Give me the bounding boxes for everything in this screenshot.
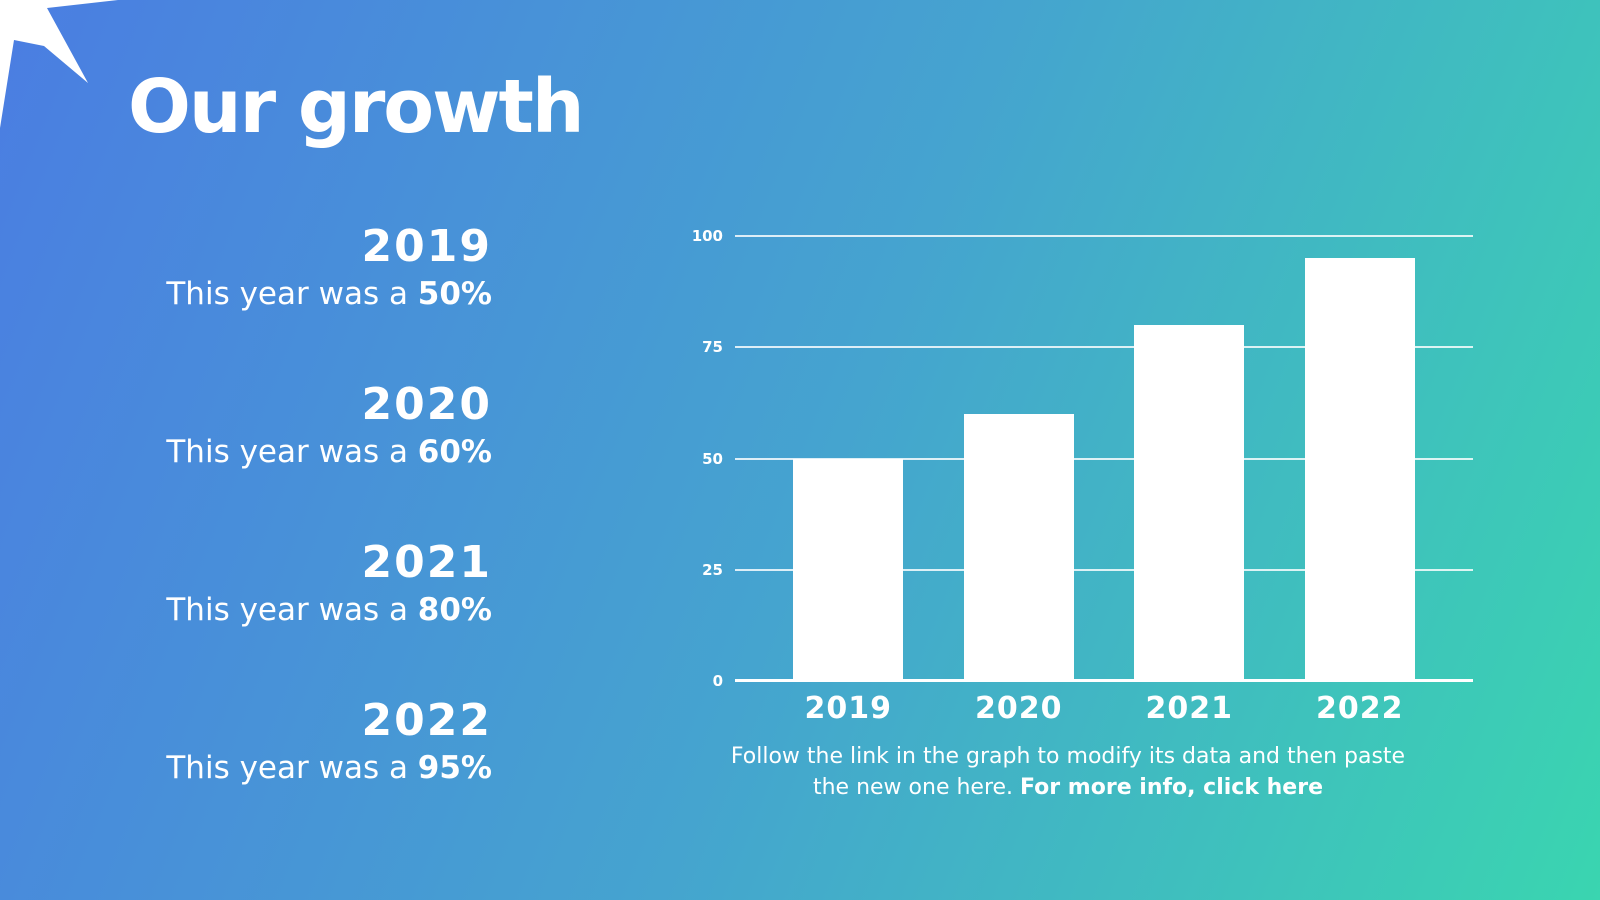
year-heading: 2019 bbox=[361, 221, 492, 272]
axis-baseline bbox=[735, 679, 1473, 682]
year-heading: 2020 bbox=[361, 379, 492, 430]
caption-link[interactable]: For more info, click here bbox=[1020, 775, 1323, 800]
y-axis-tick-label: 100 bbox=[691, 227, 723, 245]
chart-plot bbox=[735, 235, 1473, 682]
star-icon bbox=[0, 0, 118, 128]
year-value: 95% bbox=[417, 749, 492, 786]
bar-chart[interactable]: 0 25 50 75 100 2019 2020 2021 2022 Follow the l… bbox=[690, 220, 1480, 810]
year-description-text: This year was a bbox=[166, 275, 418, 312]
x-axis-tick-label: 2022 bbox=[1316, 691, 1404, 726]
year-value: 50% bbox=[417, 275, 492, 312]
year-heading: 2021 bbox=[361, 537, 492, 588]
bar-2021 bbox=[1134, 325, 1245, 681]
year-description-text: This year was a bbox=[166, 433, 418, 470]
x-axis-tick-label: 2021 bbox=[1145, 691, 1233, 726]
year-description: This year was a 80% bbox=[120, 591, 492, 630]
y-axis-labels: 0 25 50 75 100 bbox=[690, 227, 723, 690]
year-description: This year was a 95% bbox=[120, 749, 492, 788]
x-axis-labels: 2019 2020 2021 2022 bbox=[735, 691, 1473, 731]
gridline bbox=[735, 346, 1473, 349]
caption-line-2: the new one here. For more info, click h… bbox=[698, 772, 1438, 803]
page-title: Our growth bbox=[128, 64, 585, 150]
caption-line-1: Follow the link in the graph to modify i… bbox=[730, 744, 1406, 769]
gridline bbox=[735, 235, 1473, 237]
y-axis-tick-label: 75 bbox=[702, 338, 723, 357]
caption-text: the new one here. bbox=[812, 775, 1021, 800]
gridline bbox=[735, 457, 1473, 460]
x-axis-tick-label: 2019 bbox=[804, 691, 892, 726]
bar-2020 bbox=[963, 414, 1074, 681]
chart-caption: Follow the link in the graph to modify i… bbox=[698, 741, 1438, 803]
year-description-text: This year was a bbox=[166, 591, 418, 628]
bar-2019 bbox=[793, 458, 904, 681]
y-axis-tick-label: 25 bbox=[702, 560, 723, 579]
y-axis-tick-label: 50 bbox=[702, 449, 723, 468]
year-description-text: This year was a bbox=[166, 749, 418, 786]
y-axis-tick-label: 0 bbox=[712, 672, 723, 690]
year-heading: 2022 bbox=[361, 695, 492, 746]
growth-item-2022: 2022 This year was a 95% bbox=[120, 695, 492, 788]
growth-item-2019: 2019 This year was a 50% bbox=[120, 221, 492, 314]
year-description: This year was a 50% bbox=[120, 275, 492, 314]
gridline bbox=[735, 568, 1473, 571]
x-axis-tick-label: 2020 bbox=[975, 691, 1063, 726]
year-value: 60% bbox=[417, 433, 492, 470]
bar-2022 bbox=[1304, 258, 1415, 681]
year-description: This year was a 60% bbox=[120, 433, 492, 472]
year-value: 80% bbox=[417, 591, 492, 628]
growth-item-2021: 2021 This year was a 80% bbox=[120, 537, 492, 630]
growth-item-2020: 2020 This year was a 60% bbox=[120, 379, 492, 472]
